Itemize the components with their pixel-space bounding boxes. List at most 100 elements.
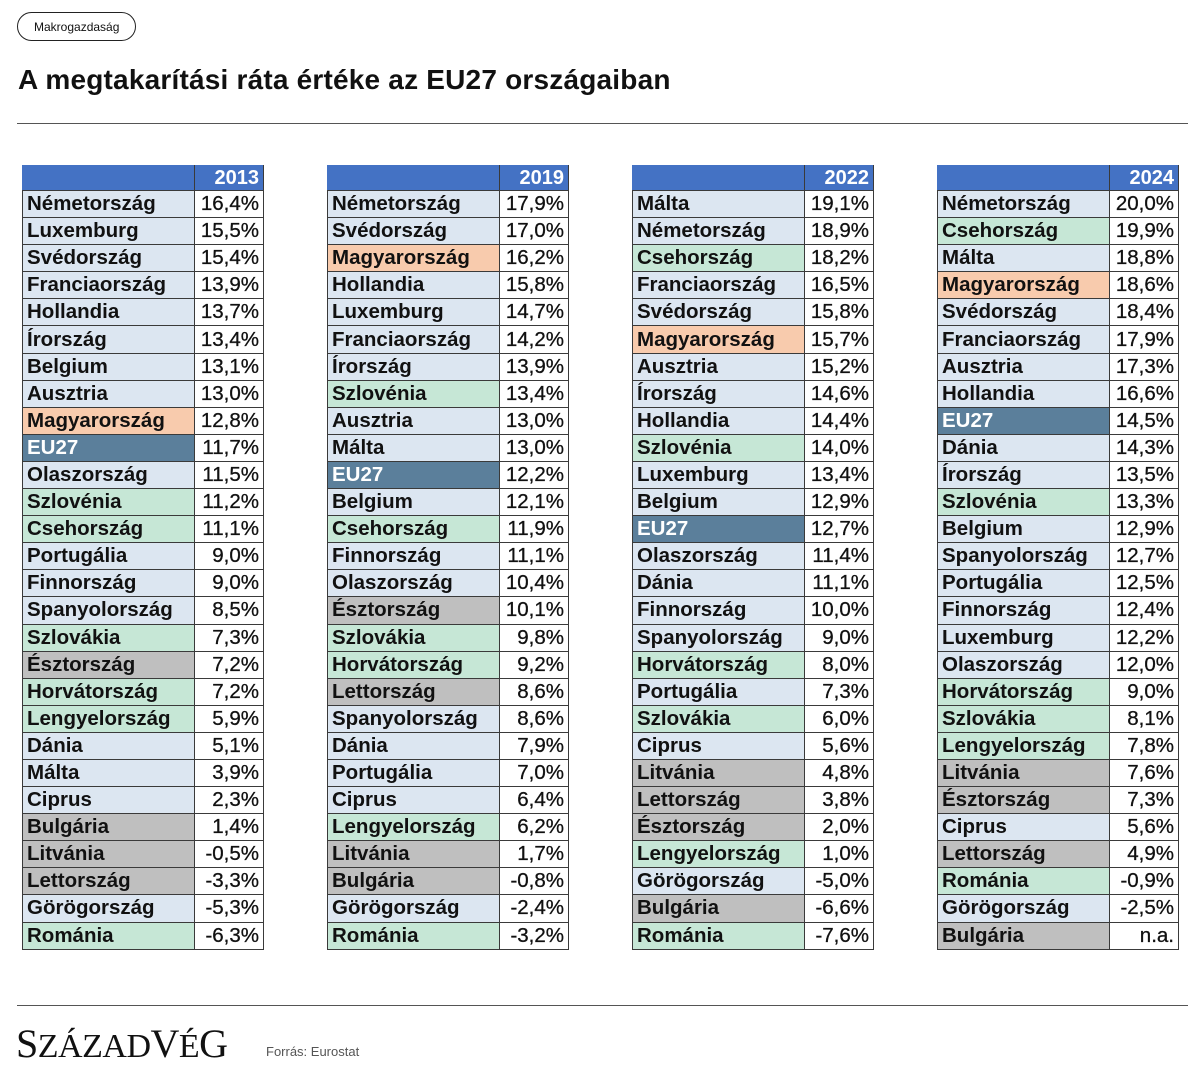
table-row: Magyarország 16,2%	[326, 244, 569, 273]
savings-table-2013: 2013 Németország 16,4% Luxemburg 15,5% Svédor…	[21, 165, 264, 950]
rate-cell: 16,4%	[194, 189, 264, 219]
rate-cell: 18,6%	[1109, 271, 1179, 300]
table-row: Lengyelország 5,9%	[21, 704, 264, 733]
table-row: Románia -7,6%	[631, 921, 874, 950]
rate-cell: 1,4%	[194, 813, 264, 842]
country-cell: Portugália	[631, 677, 806, 706]
rate-cell: 12,1%	[499, 488, 569, 517]
table-row: Luxemburg 13,4%	[631, 460, 874, 490]
szazadveg-logo: SZÁZADVÉG	[16, 1021, 228, 1066]
rate-cell: 18,8%	[1109, 244, 1179, 273]
table-row: Szlovénia 13,4%	[326, 379, 569, 408]
rate-cell: -0,9%	[1109, 867, 1179, 896]
table-row: Portugália 7,0%	[326, 758, 569, 788]
table-row: Luxemburg 15,5%	[21, 217, 264, 246]
table-row: Ciprus 6,4%	[326, 786, 569, 815]
table-row: Dánia 11,1%	[631, 569, 874, 598]
table-row: Finnország 12,4%	[936, 596, 1179, 625]
country-cell: Belgium	[936, 515, 1111, 544]
rate-cell: 11,1%	[804, 569, 874, 598]
rate-cell: 5,1%	[194, 731, 264, 760]
rate-cell: 13,9%	[499, 352, 569, 381]
rate-cell: -7,6%	[804, 921, 874, 950]
table-row: Csehország 11,9%	[326, 515, 569, 544]
table-row: Magyarország 15,7%	[631, 325, 874, 354]
table-row: Olaszország 12,0%	[936, 650, 1179, 679]
table-row: Franciaország 14,2%	[326, 325, 569, 354]
rate-cell: 13,9%	[194, 271, 264, 300]
country-cell: Csehország	[326, 515, 501, 544]
country-cell: Portugália	[936, 569, 1111, 598]
table-header: 2022	[631, 165, 874, 191]
table-row: Görögország -2,4%	[326, 894, 569, 923]
table-row: Málta 19,1%	[631, 189, 874, 219]
rate-cell: 13,4%	[499, 379, 569, 408]
rate-cell: 7,8%	[1109, 731, 1179, 760]
header-country-cell	[631, 165, 806, 191]
rate-cell: 6,4%	[499, 786, 569, 815]
table-row: Málta 3,9%	[21, 758, 264, 788]
country-cell: Lengyelország	[631, 840, 806, 869]
country-cell: Portugália	[21, 542, 196, 571]
rate-cell: 12,0%	[1109, 650, 1179, 679]
rate-cell: 19,1%	[804, 189, 874, 219]
rate-cell: 9,0%	[194, 569, 264, 598]
category-tag[interactable]: Makrogazdaság	[17, 12, 136, 41]
rate-cell: 13,4%	[194, 325, 264, 354]
country-cell: Románia	[21, 921, 196, 950]
rate-cell: 18,4%	[1109, 298, 1179, 327]
country-cell: Litvánia	[21, 840, 196, 869]
rate-cell: 12,9%	[804, 488, 874, 517]
table-row: Dánia 5,1%	[21, 731, 264, 760]
country-cell: Franciaország	[21, 271, 196, 300]
rate-cell: 4,9%	[1109, 840, 1179, 869]
rate-cell: 7,3%	[1109, 786, 1179, 815]
table-row: Málta 18,8%	[936, 244, 1179, 273]
rate-cell: 15,7%	[804, 325, 874, 354]
year-header: 2013	[194, 165, 264, 191]
country-cell: Hollandia	[326, 271, 501, 300]
country-cell: Magyarország	[936, 271, 1111, 300]
table-row: Belgium 13,1%	[21, 352, 264, 381]
rate-cell: 12,2%	[499, 460, 569, 490]
country-cell: Lettország	[631, 786, 806, 815]
table-row: Románia -3,2%	[326, 921, 569, 950]
table-row: Szlovákia 7,3%	[21, 623, 264, 652]
savings-table-2022: 2022 Málta 19,1% Németország 18,9% Csehország…	[631, 165, 874, 950]
year-header: 2019	[499, 165, 569, 191]
table-row: Bulgária -0,8%	[326, 867, 569, 896]
country-cell: Lettország	[21, 867, 196, 896]
rate-cell: 11,1%	[499, 542, 569, 571]
rate-cell: 16,2%	[499, 244, 569, 273]
rate-cell: 13,7%	[194, 298, 264, 327]
country-cell: Írország	[21, 325, 196, 354]
table-row: EU27 12,7%	[631, 515, 874, 544]
country-cell: Görögország	[936, 894, 1111, 923]
country-cell: Svédország	[326, 217, 501, 246]
table-row: Észtország 7,3%	[936, 786, 1179, 815]
country-cell: Németország	[21, 189, 196, 219]
table-row: Olaszország 11,4%	[631, 542, 874, 571]
table-row: Németország 18,9%	[631, 217, 874, 246]
rate-cell: 15,8%	[499, 271, 569, 300]
country-cell: Svédország	[21, 244, 196, 273]
country-cell: EU27	[21, 433, 196, 462]
country-cell: Szlovákia	[326, 623, 501, 652]
country-cell: Csehország	[631, 244, 806, 273]
rate-cell: 14,5%	[1109, 406, 1179, 435]
table-row: Szlovákia 8,1%	[936, 704, 1179, 733]
country-cell: Magyarország	[21, 406, 196, 435]
country-cell: Görögország	[326, 894, 501, 923]
country-cell: Hollandia	[21, 298, 196, 327]
rate-cell: n.a.	[1109, 921, 1179, 950]
rate-cell: 8,6%	[499, 677, 569, 706]
table-row: Litvánia 4,8%	[631, 758, 874, 788]
country-cell: Belgium	[21, 352, 196, 381]
table-row: Luxemburg 14,7%	[326, 298, 569, 327]
table-row: Írország 13,5%	[936, 460, 1179, 490]
country-cell: Görögország	[631, 867, 806, 896]
rate-cell: 7,0%	[499, 758, 569, 788]
table-row: Németország 17,9%	[326, 189, 569, 219]
rate-cell: 11,9%	[499, 515, 569, 544]
country-cell: Svédország	[631, 298, 806, 327]
